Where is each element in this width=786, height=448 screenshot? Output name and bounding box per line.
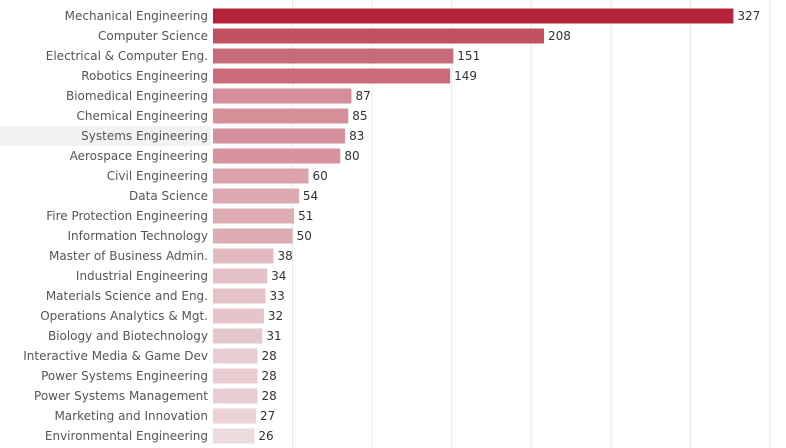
value-label: 33 [270,289,285,303]
bar[interactable] [213,228,293,244]
bar[interactable] [213,128,346,144]
bar[interactable] [213,288,266,304]
bar[interactable] [213,168,309,184]
value-label: 31 [266,329,281,343]
bar[interactable] [213,88,352,104]
category-label: Marketing and Innovation [54,409,208,423]
bar[interactable] [213,108,349,124]
bar[interactable] [213,408,256,424]
category-label: Systems Engineering [81,129,208,143]
value-label: 54 [303,189,318,203]
value-label: 28 [262,389,277,403]
value-label: 38 [277,249,292,263]
row-highlights [0,126,211,146]
value-label: 80 [344,149,359,163]
value-label: 26 [258,429,273,443]
bar[interactable] [213,8,734,24]
value-label: 327 [737,9,760,23]
value-label: 32 [268,309,283,323]
category-label: Operations Analytics & Mgt. [40,309,208,323]
category-label: Interactive Media & Game Dev [23,349,208,363]
value-label: 87 [355,89,370,103]
category-label: Environmental Engineering [45,429,208,443]
category-label: Civil Engineering [107,169,208,183]
value-label: 83 [349,129,364,143]
bar[interactable] [213,428,255,444]
bar[interactable] [213,188,299,204]
bar[interactable] [213,148,341,164]
category-label: Biology and Biotechnology [48,329,208,343]
category-label: Industrial Engineering [76,269,208,283]
category-label: Biomedical Engineering [66,89,208,103]
bar[interactable] [213,388,258,404]
category-label: Mechanical Engineering [65,9,208,23]
bar[interactable] [213,268,268,284]
value-label: 50 [297,229,312,243]
value-label: 149 [454,69,477,83]
bar[interactable] [213,68,451,84]
category-label: Computer Science [98,29,208,43]
category-label: Materials Science and Eng. [46,289,208,303]
category-labels: Mechanical Engineering Computer Science El… [23,9,208,443]
value-label: 27 [260,409,275,423]
value-label: 85 [352,109,367,123]
bar[interactable] [213,328,263,344]
gridlines [292,0,771,448]
value-label: 28 [262,349,277,363]
value-labels: 327 208 151 149 87 85 83 80 60 54 51 50 38 34 33 32 31 28… [258,9,760,443]
category-label: Fire Protection Engineering [46,209,208,223]
bar[interactable] [213,308,264,324]
value-label: 60 [312,169,327,183]
bar[interactable] [213,248,274,264]
category-label: Power Systems Management [34,389,208,403]
bar[interactable] [213,348,258,364]
category-label: Robotics Engineering [81,69,208,83]
category-label: Electrical & Computer Eng. [46,49,208,63]
bar[interactable] [213,208,295,224]
value-label: 208 [548,29,571,43]
bar[interactable] [213,368,258,384]
value-label: 51 [298,209,313,223]
bar[interactable] [213,48,454,64]
category-label: Aerospace Engineering [70,149,208,163]
value-label: 151 [457,49,480,63]
bar[interactable] [213,28,545,44]
category-label: Master of Business Admin. [49,249,208,263]
category-label: Data Science [129,189,208,203]
row-highlight [0,126,211,146]
value-label: 34 [271,269,286,283]
category-label: Information Technology [68,229,209,243]
category-label: Power Systems Engineering [41,369,208,383]
value-label: 28 [262,369,277,383]
bars [213,8,734,444]
category-label: Chemical Engineering [77,109,209,123]
